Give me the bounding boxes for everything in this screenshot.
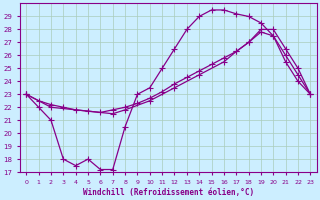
X-axis label: Windchill (Refroidissement éolien,°C): Windchill (Refroidissement éolien,°C) <box>83 188 254 197</box>
